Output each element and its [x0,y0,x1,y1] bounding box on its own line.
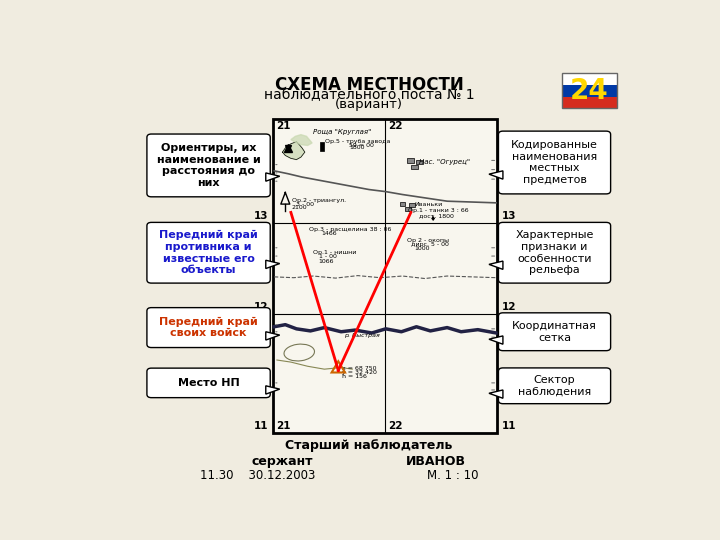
Text: Сектор
наблюдения: Сектор наблюдения [518,375,591,396]
Text: Нас. "Огурец": Нас. "Огурец" [419,159,470,165]
Text: y = 32 420: y = 32 420 [342,370,377,375]
Text: Ор 2 - окопы: Ор 2 - окопы [407,238,449,243]
Text: дирс. 5 - 00: дирс. 5 - 00 [411,242,449,247]
Bar [416,160,423,164]
Bar [407,158,413,163]
Bar [411,165,418,168]
Text: Ор.1 - танки 3 : 66: Ор.1 - танки 3 : 66 [408,208,469,213]
Bar [400,202,405,206]
Polygon shape [489,261,503,269]
Text: 13: 13 [254,211,269,221]
FancyBboxPatch shape [498,222,611,283]
Text: Роща "Круглая": Роща "Круглая" [313,129,372,135]
Text: x = 68 750: x = 68 750 [342,366,377,371]
Text: 11.30    30.12.2003: 11.30 30.12.2003 [199,469,315,482]
Text: 1000: 1000 [415,246,431,251]
FancyBboxPatch shape [147,368,270,397]
Text: Передний край
противника и
известные его
объекты: Передний край противника и известные его… [159,230,258,275]
Polygon shape [489,390,503,399]
Polygon shape [266,386,280,394]
Text: наблюдательного поста № 1: наблюдательного поста № 1 [264,89,474,103]
Bar [409,203,415,207]
Text: Передний край
своих войск: Передний край своих войск [159,317,258,339]
Bar [562,73,617,85]
Text: 11: 11 [254,421,269,431]
Polygon shape [266,332,280,340]
Text: 21: 21 [276,121,290,131]
Polygon shape [266,173,280,181]
Text: Ор.5 - труба завода: Ор.5 - труба завода [325,139,391,144]
Bar [562,85,617,97]
Text: 3 - 00: 3 - 00 [297,201,315,207]
Text: 21: 21 [276,421,290,431]
Text: h = 156: h = 156 [342,374,367,379]
Text: сержант: сержант [252,455,313,468]
Text: Кодированные
наименования
местных
предметов: Кодированные наименования местных предме… [511,140,598,185]
Text: Ор.2 - триангул.: Ор.2 - триангул. [292,198,346,203]
Bar [562,73,617,109]
Text: СХЕМА МЕСТНОСТИ: СХЕМА МЕСТНОСТИ [274,76,464,94]
Text: Характерные
признаки и
особенности
рельефа: Характерные признаки и особенности релье… [516,231,594,275]
Text: Старший наблюдатель: Старший наблюдатель [285,439,453,452]
Text: Ориентиры, их
наименование и
расстояния до
них: Ориентиры, их наименование и расстояния … [157,143,261,188]
Text: 1 - 00: 1 - 00 [319,254,337,259]
Polygon shape [291,134,312,145]
FancyBboxPatch shape [498,131,611,194]
Text: 22: 22 [388,121,402,131]
Text: 1066: 1066 [319,259,334,264]
Text: 12: 12 [502,302,516,312]
FancyBboxPatch shape [498,368,611,404]
Text: 12: 12 [254,302,269,312]
Text: 11: 11 [502,421,516,431]
Bar [562,97,617,109]
Bar [405,207,411,211]
Text: Координатная
сетка: Координатная сетка [512,321,597,342]
Text: Ор.1 - нишни: Ор.1 - нишни [313,250,356,255]
Bar [273,119,498,433]
FancyBboxPatch shape [147,308,270,348]
Text: 22: 22 [388,421,402,431]
Text: р. Быстрая: р. Быстрая [344,333,380,339]
Polygon shape [282,141,305,160]
Text: 59 = 00: 59 = 00 [349,143,374,147]
Text: 2100: 2100 [292,205,307,211]
Text: ИВАНОВ: ИВАНОВ [406,455,466,468]
Text: М. 1 : 10: М. 1 : 10 [427,469,479,482]
Text: Иваньки: Иваньки [415,201,443,207]
Polygon shape [489,336,503,344]
Text: Ор.3 - расщелина 38 : 06: Ор.3 - расщелина 38 : 06 [310,227,392,232]
Bar [320,142,324,151]
Text: дост. 1800: дост. 1800 [419,213,454,218]
Text: 13: 13 [502,211,516,221]
Text: 1800: 1800 [349,145,365,151]
Text: ♦: ♦ [430,215,436,221]
Text: 24: 24 [570,77,609,105]
Text: (вариант): (вариант) [335,98,403,111]
Text: Место НП: Место НП [178,378,240,388]
FancyBboxPatch shape [147,222,270,283]
FancyBboxPatch shape [147,134,270,197]
Polygon shape [266,260,280,268]
Polygon shape [489,171,503,179]
Text: 1466: 1466 [322,231,337,236]
FancyBboxPatch shape [498,313,611,350]
